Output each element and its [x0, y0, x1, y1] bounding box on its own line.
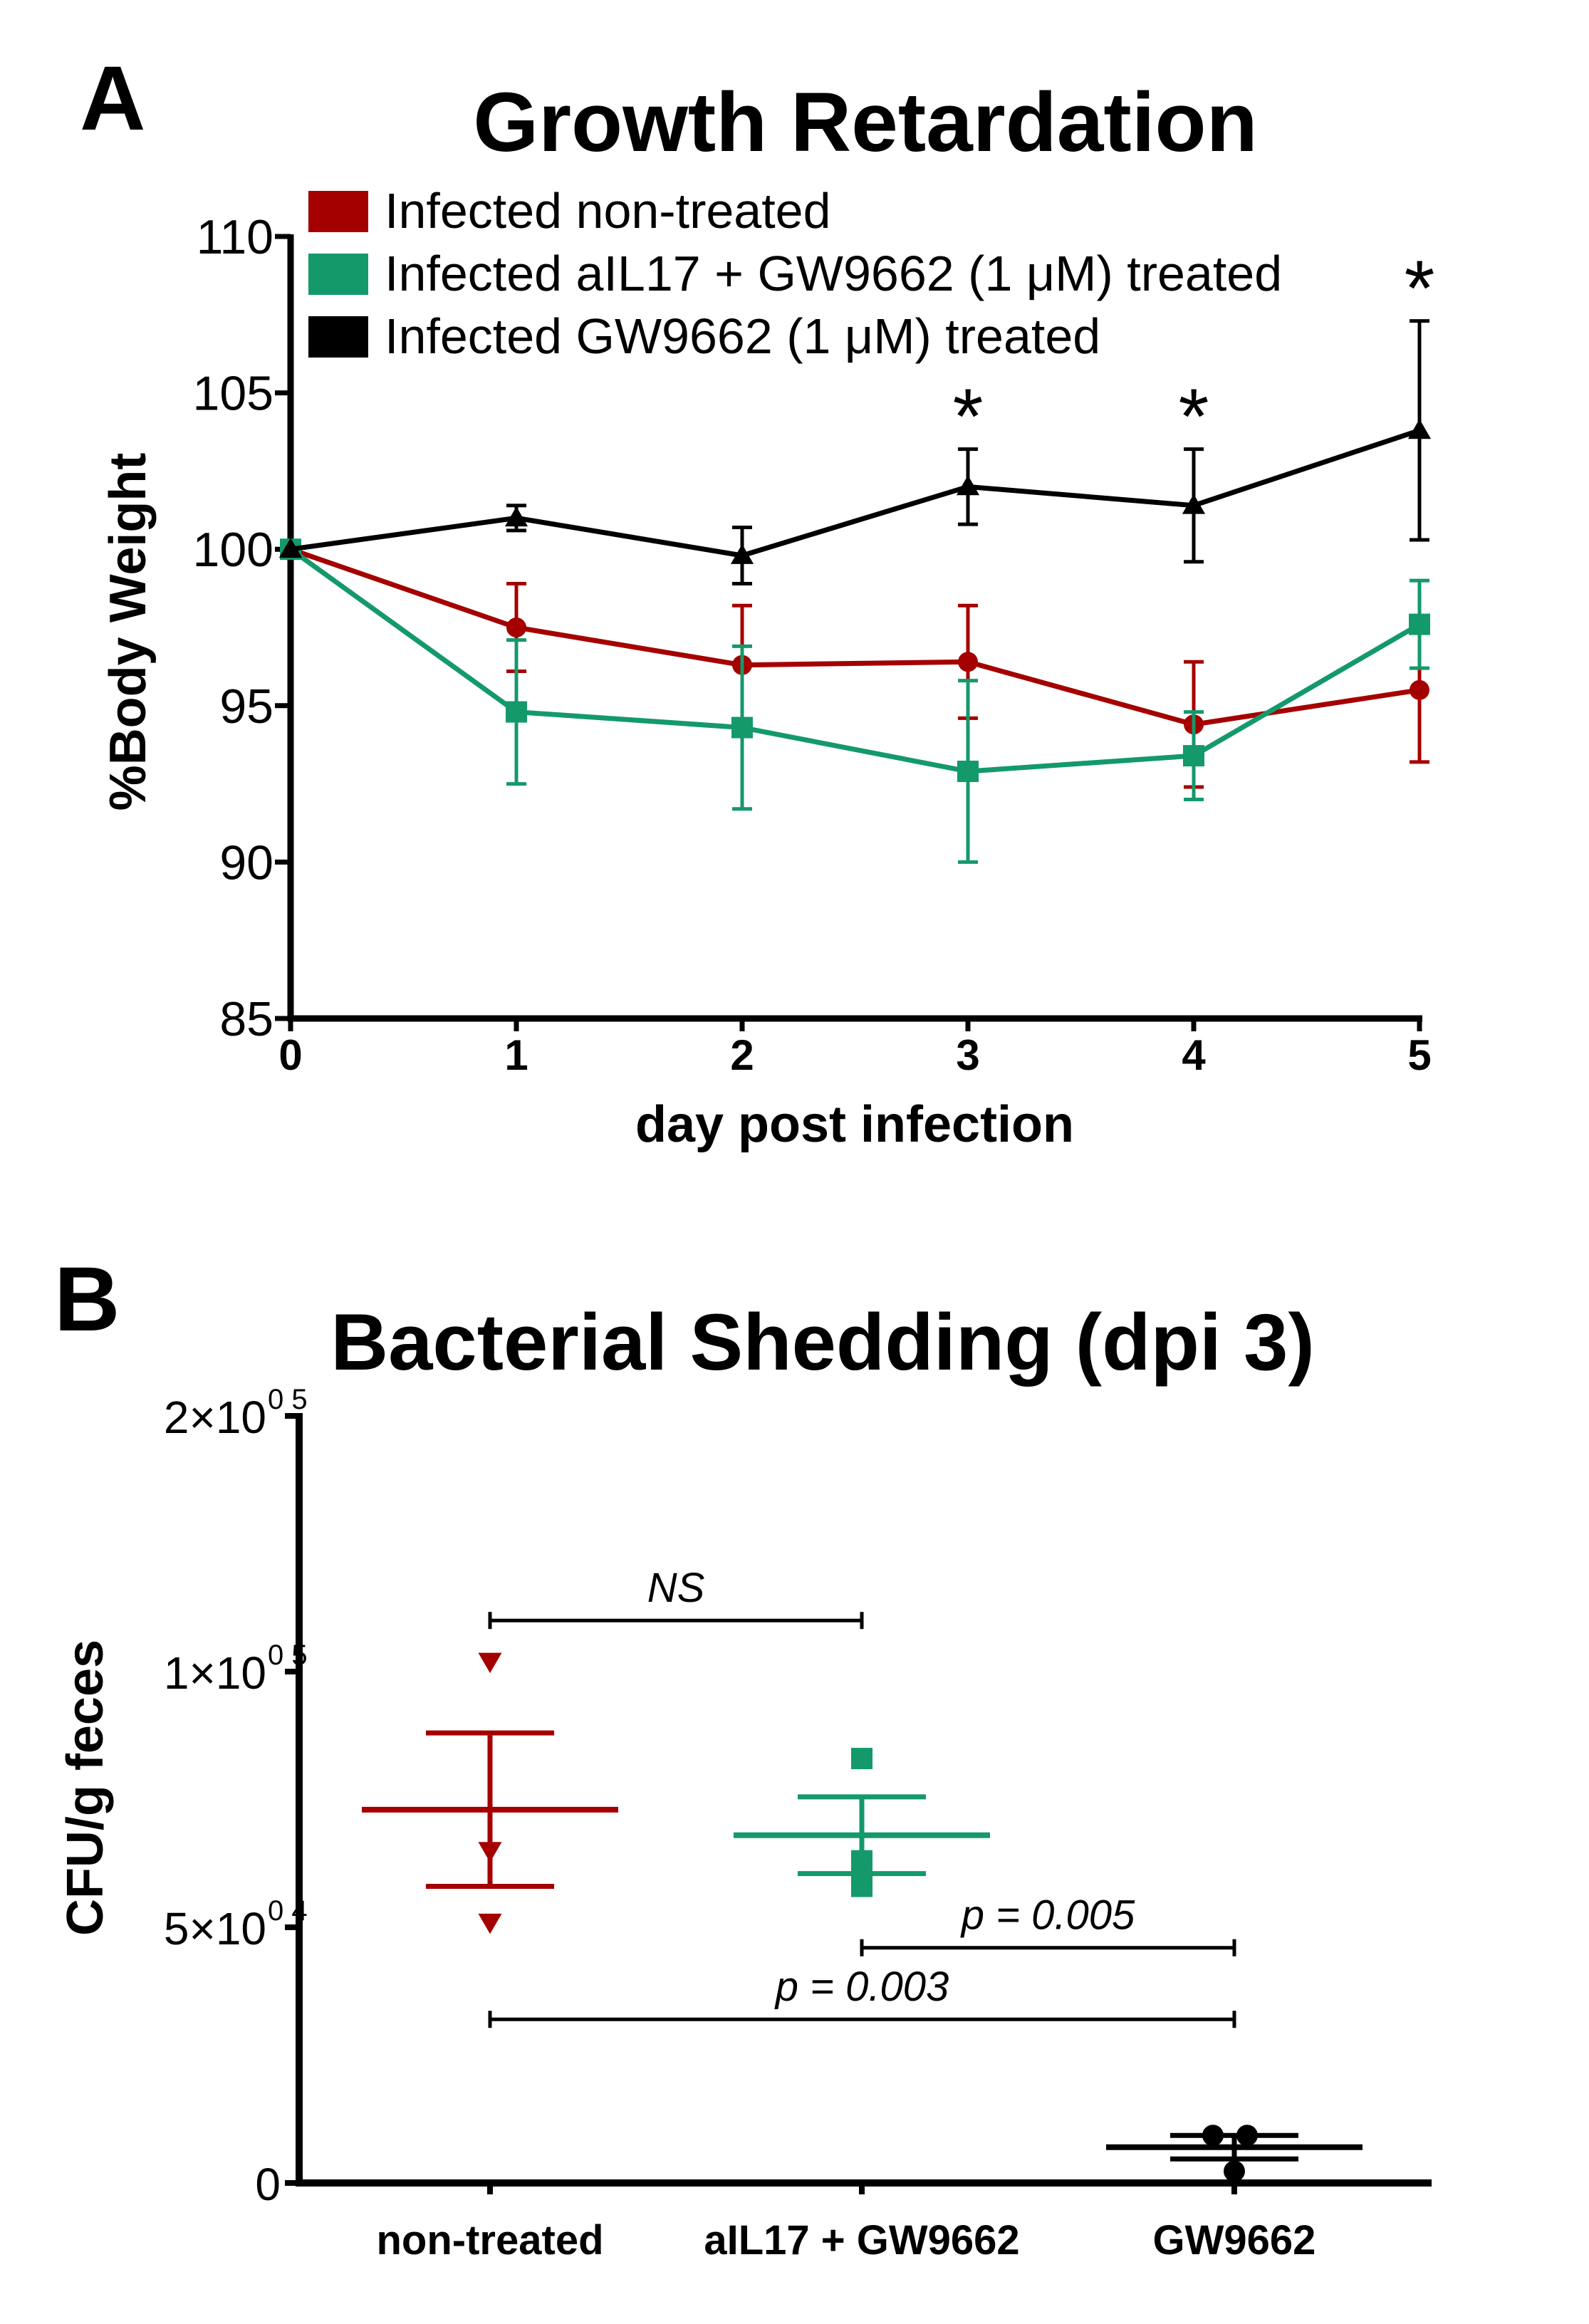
panel-a-data-point — [1410, 679, 1429, 700]
panel-b-group-2 — [1106, 2125, 1363, 2182]
panel-a-significance-star: * — [1179, 373, 1209, 461]
panel-a-data-point — [731, 717, 753, 739]
panel-b-data-point — [851, 1875, 872, 1897]
panel-b-groups — [362, 1652, 1363, 2182]
panel-a-series-line — [288, 547, 1421, 774]
panel-a-legend-swatch — [308, 316, 368, 358]
panel-b-y-tick-exponent: 0 5 — [268, 1384, 308, 1415]
panel-a-data-point — [278, 538, 303, 558]
panel-a-label: A — [80, 48, 145, 150]
panel-a-legend-swatch — [308, 254, 368, 295]
panel-a-axes: 85 90 95 100 105 110 0 1 2 3 4 5 — [193, 210, 1432, 1079]
panel-b-data-point — [1224, 2160, 1245, 2182]
panel-b-y-tick-label: 1×10 — [164, 1647, 266, 1699]
panel-a-data-point — [504, 506, 528, 527]
panel-b-data-point — [1236, 2125, 1258, 2147]
panel-b-y-tick-label: 2×10 — [164, 1392, 266, 1443]
panel-a-series-line — [290, 427, 1421, 558]
panel-a-y-tick-label: 95 — [219, 679, 273, 734]
panel-b-x-tick-label: non-treated — [377, 2217, 604, 2263]
panel-b-title: Bacterial Shedding (dpi 3) — [330, 1298, 1315, 1387]
panel-a-data-point — [730, 543, 754, 564]
panel-a-legend-swatch — [308, 191, 368, 232]
panel-a-y-tick-label: 90 — [219, 835, 273, 890]
panel-b-y-tick-label: 0 — [255, 2159, 281, 2210]
panel-a-series-1 — [280, 538, 1430, 864]
panel-a-legend-label: Infected non-treated — [385, 183, 831, 239]
panel-b-data-point — [1202, 2125, 1224, 2147]
panel-b-comparison-label: p = 0.005 — [960, 1892, 1135, 1939]
panel-b-data-point — [478, 1842, 502, 1862]
panel-a-series-line — [289, 546, 1420, 727]
panel-a-data-point — [957, 761, 979, 783]
panel-b-y-tick-label: 5×10 — [164, 1903, 266, 1954]
panel-b-y-axis-label: CFU/g feces — [57, 1640, 114, 1936]
panel-a-y-tick-label: 110 — [197, 210, 273, 264]
panel-b-group-0 — [362, 1652, 618, 1934]
panel-a-data-point — [958, 652, 978, 672]
panel-a-legend: Infected non-treated Infected aIL17 + GW9… — [308, 183, 1282, 364]
panel-a-series-0 — [281, 539, 1429, 789]
panel-b-y-tick-exponent: 0 5 — [268, 1640, 308, 1671]
panel-a-data-point — [1407, 419, 1432, 439]
panel-a-significance-star: * — [1405, 245, 1435, 333]
panel-b-x-tick-label: GW9662 — [1153, 2217, 1316, 2263]
panel-b-data-point — [478, 1913, 502, 1934]
panel-a-data-point — [1183, 745, 1204, 767]
panel-a-x-tick-label: 2 — [730, 1031, 754, 1079]
panel-a-x-tick-label: 3 — [956, 1031, 979, 1079]
panel-a-x-tick-label: 0 — [278, 1031, 302, 1079]
panel-a-data-point — [506, 618, 526, 637]
panel-b-group-1 — [734, 1748, 990, 1897]
panel-a-y-tick-label: 105 — [193, 367, 273, 421]
panel-a-x-tick-label: 1 — [504, 1031, 528, 1079]
panel-b-x-tick-label: aIL17 + GW9662 — [704, 2217, 1019, 2263]
panel-a-significance-star: * — [953, 373, 984, 461]
panel-b-data-point — [851, 1850, 872, 1872]
panel-a-title: Growth Retardation — [473, 75, 1257, 170]
panel-a-series — [278, 319, 1432, 864]
panel-a-growth-chart: A Growth Retardation Infected non-treate… — [80, 48, 1434, 1153]
panel-a-annotations: * * * — [953, 245, 1435, 461]
panel-a-legend-label: Infected GW9662 (1 μM) treated — [385, 308, 1100, 364]
panel-a-series-2 — [278, 319, 1432, 586]
panel-b-label: B — [54, 1249, 120, 1350]
panel-b-data-point — [851, 1748, 872, 1770]
panel-a-data-point — [956, 475, 980, 496]
panel-b-y-tick-exponent: 0 4 — [268, 1895, 308, 1927]
panel-b-shedding-chart: B Bacterial Shedding (dpi 3) 0 5×10 0 4 1×1… — [54, 1249, 1432, 2263]
panel-a-data-point — [1409, 613, 1430, 635]
panel-a-x-tick-label: 4 — [1182, 1031, 1206, 1079]
panel-a-data-point — [506, 701, 527, 723]
panel-a-y-axis-label: %Body Weight — [100, 453, 157, 811]
panel-b-data-point — [478, 1652, 502, 1674]
panel-a-y-tick-label: 85 — [219, 992, 273, 1046]
panel-b-comparison-label: NS — [647, 1565, 705, 1611]
panel-a-x-tick-label: 5 — [1407, 1031, 1431, 1079]
panel-b-comparison-label: p = 0.003 — [774, 1964, 949, 2010]
panel-a-x-axis-label: day post infection — [635, 1096, 1074, 1153]
panel-a-y-tick-label: 100 — [193, 523, 273, 577]
panel-a-data-point — [1182, 494, 1206, 514]
panel-a-legend-label: Infected aIL17 + GW9662 (1 μM) treated — [385, 246, 1282, 301]
